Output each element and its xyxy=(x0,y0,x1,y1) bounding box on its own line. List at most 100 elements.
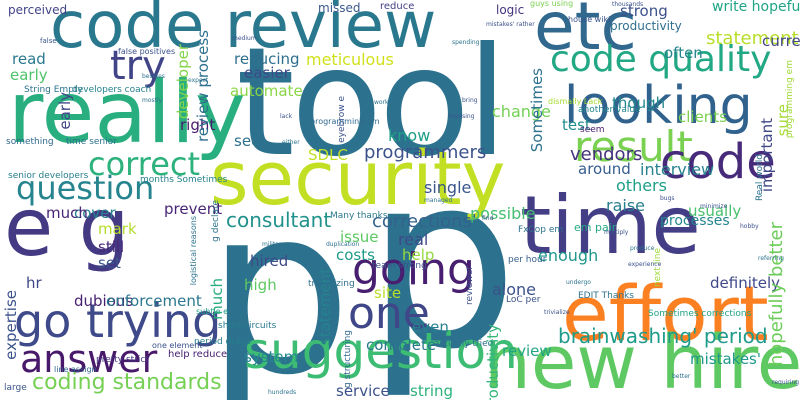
word-sure: clients xyxy=(678,108,728,126)
word-often: productivity xyxy=(610,19,682,33)
word-even: dubious xyxy=(74,292,134,310)
word-test: current job xyxy=(762,32,800,50)
word-eyebrow-e: help reduce xyxy=(168,349,228,360)
word-code: code xyxy=(660,134,776,190)
word-go-trying: go trying xyxy=(14,294,222,348)
word-change: change xyxy=(492,102,551,121)
word-review: complete xyxy=(366,336,437,354)
word-definitely: review xyxy=(502,342,552,360)
word-looking: looking xyxy=(564,76,753,136)
word-p-2: p xyxy=(366,122,519,400)
word-productivity: statement xyxy=(316,268,334,346)
minor-word: produce xyxy=(630,245,655,252)
minor-word: mostly xyxy=(142,97,163,104)
word-Sometimes-corrections: dismally Lack xyxy=(548,97,603,106)
minor-word: bugs xyxy=(660,195,675,202)
word-normally-halves: g structuring xyxy=(343,330,353,388)
minor-word: military xyxy=(262,241,285,248)
word-meticulous: meticulous xyxy=(306,50,394,69)
word-g-declare: Many thanks xyxy=(330,211,388,221)
minor-word: multiply xyxy=(604,229,629,236)
word-coding-standards: coding standards xyxy=(32,370,222,395)
minor-word: lack xyxy=(280,113,293,120)
word-seem: often xyxy=(664,44,703,62)
word-mistakes: system xyxy=(244,348,299,366)
word-FxCop-em: trivializing xyxy=(308,279,355,289)
word-another-value: EDIT Thanks xyxy=(578,291,634,301)
minor-word: minimize xyxy=(700,203,728,210)
word-hr: much xyxy=(46,204,88,222)
word-programming-em: one element xyxy=(152,341,203,350)
word-one: one xyxy=(348,288,430,339)
word-prevent: cover xyxy=(74,204,116,222)
word-missed: service xyxy=(336,382,390,400)
word-single: possible xyxy=(470,204,536,223)
word-possible: usually xyxy=(688,202,742,220)
word-expertise: hopefully better xyxy=(766,222,787,367)
word-read: read xyxy=(12,50,46,68)
word-new-hires: new hires xyxy=(484,320,800,400)
minor-word: thousands xyxy=(612,1,644,8)
word-corrections: corrections' xyxy=(372,211,477,232)
minor-word: undergo xyxy=(566,279,591,286)
word-g-structuring: eyebrow e xyxy=(337,96,347,143)
word-logistical-reasons: programming em xyxy=(785,60,795,139)
word-Real-world: subtle e xyxy=(196,307,229,316)
word-others: others xyxy=(616,176,667,195)
minor-word: false xyxy=(40,37,57,45)
word-know: early xyxy=(56,92,74,130)
word-much: mark xyxy=(98,220,137,238)
word-brainwashing-period: brainwashing' period xyxy=(558,324,768,348)
word-tried-maintaining: logistical reasons xyxy=(189,216,198,286)
minor-word: licensing xyxy=(448,113,475,120)
word-EDIT-Thanks: large xyxy=(4,383,27,393)
word-processes: test xyxy=(562,116,591,134)
word-team-strong: another value xyxy=(578,105,641,115)
word-security: security xyxy=(210,136,506,222)
word-someone-correct: false positives xyxy=(118,47,176,56)
word-developers-coach: time senior xyxy=(66,137,117,147)
word-costs: help xyxy=(402,246,435,264)
word-alone: enough xyxy=(538,246,599,265)
word-SDLC: see xyxy=(234,132,261,150)
word-site: costs xyxy=(336,246,375,264)
minor-word: bring xyxy=(462,97,478,104)
word-answer: answer xyxy=(20,337,158,381)
word-house-wiki: FxCop em xyxy=(518,225,564,235)
word-set: still xyxy=(98,238,125,256)
minor-word: mistakes' rather xyxy=(486,21,535,28)
word-usually: raise xyxy=(606,196,646,215)
word-false-positives: Real world xyxy=(755,154,765,202)
minor-word: expect xyxy=(188,77,209,84)
word-early: early xyxy=(10,66,48,84)
word-raise: around xyxy=(578,160,631,178)
minor-word: working xyxy=(374,99,398,106)
minor-word: duplication xyxy=(326,241,360,248)
word-automate: automate xyxy=(230,82,303,100)
word-dismally-Lack: per hour xyxy=(508,255,547,265)
word-really: really xyxy=(8,63,246,163)
word-reduce: string xyxy=(410,382,454,400)
word-still: high xyxy=(244,276,277,294)
word-write-hopefully: reduce xyxy=(380,1,415,12)
minor-word: besides xyxy=(142,73,165,80)
word-real: single xyxy=(424,178,472,197)
minor-word: hobby xyxy=(740,223,759,230)
word-mark: set xyxy=(98,254,121,272)
word-reviewer: programming em xyxy=(310,117,380,126)
word-string: definitely xyxy=(710,274,781,292)
word-try: try xyxy=(110,43,166,89)
word-next-line: developers coach xyxy=(72,85,152,95)
word-vendors: vendors xyxy=(570,144,643,165)
minor-word: requiring xyxy=(772,379,800,386)
minor-word: hundreds xyxy=(268,389,297,396)
word-logic: productivity xyxy=(484,324,502,400)
word-period-drags: pretty strict xyxy=(96,355,149,365)
word-cover: much xyxy=(208,278,226,320)
word-time-senior: processes xyxy=(660,213,730,229)
word-hired: alone xyxy=(492,280,537,299)
word-short-circuits: em pair xyxy=(574,221,617,234)
word-LoC-per: short circuits xyxy=(218,321,277,331)
word-em-pair: String Empty xyxy=(24,85,83,95)
